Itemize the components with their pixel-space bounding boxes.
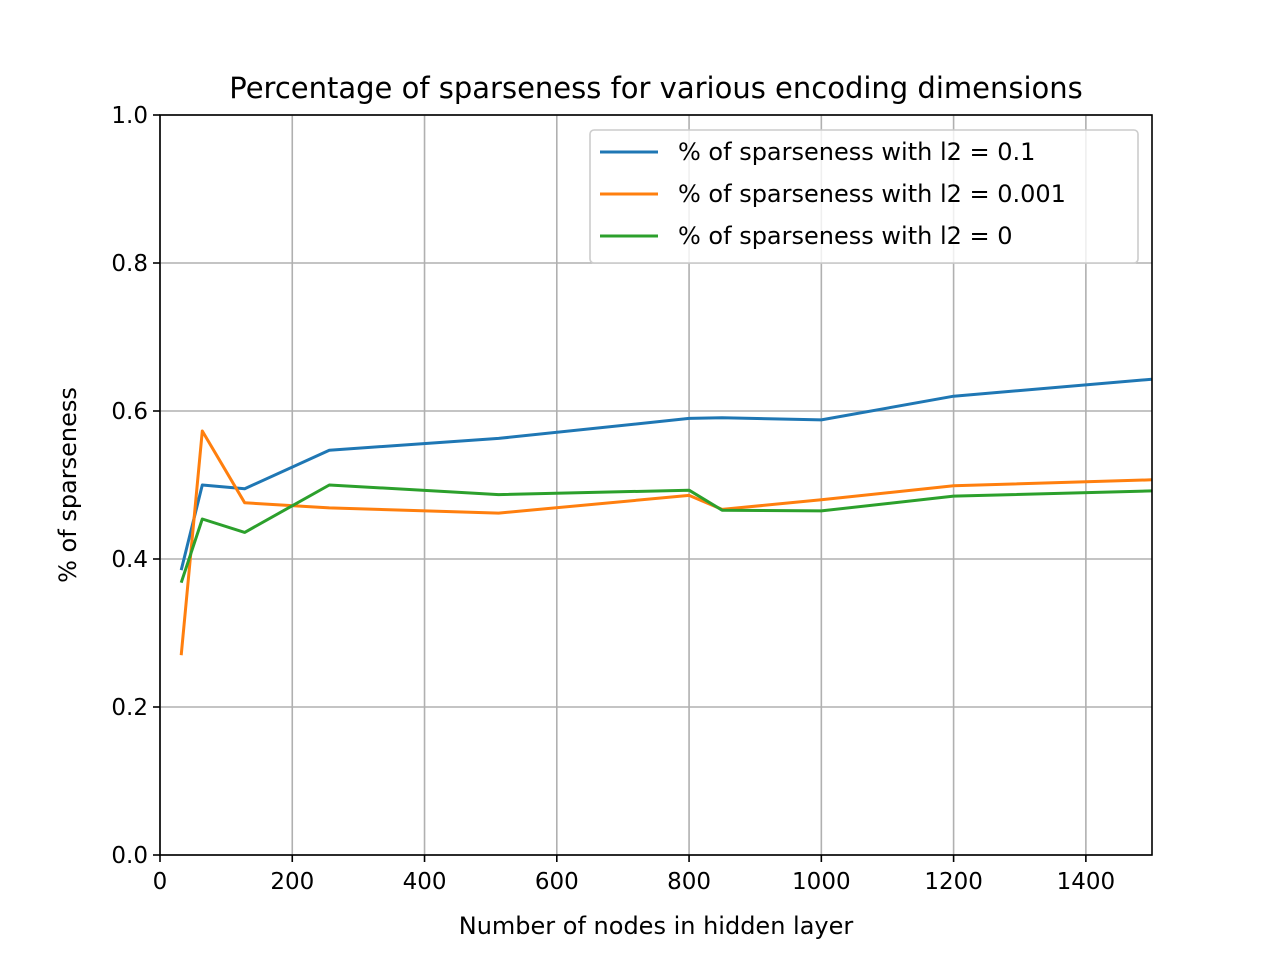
x-tick-label-5: 1000 [792,869,851,895]
y-tick-label-0: 0.0 [111,843,148,869]
axis-ticks: 0 200 400 600 800 1000 1200 1400 0.0 0.2 0.4 0.6 0.8… [111,103,1115,895]
x-tick-label-6: 1200 [924,869,983,895]
y-tick-label-2: 0.4 [111,547,148,573]
y-axis-label: % of sparseness [54,387,82,583]
legend-label-2: % of sparseness with l2 = 0 [678,222,1013,250]
legend: % of sparseness with l2 = 0.1 % of sparse… [589,129,1139,264]
x-tick-label-0: 0 [153,869,168,895]
legend-label-0: % of sparseness with l2 = 0.1 [678,138,1035,166]
series-line-2 [179,483,1152,584]
x-tick-label-7: 1400 [1057,869,1116,895]
y-tick-label-5: 1.0 [111,103,148,129]
x-tick-label-1: 200 [270,869,314,895]
series-line-0 [179,377,1152,571]
x-axis-label: Number of nodes in hidden layer [459,912,854,940]
y-tick-label-1: 0.2 [111,695,148,721]
y-tick-label-3: 0.6 [111,399,148,425]
x-tick-label-3: 600 [535,869,579,895]
legend-label-1: % of sparseness with l2 = 0.001 [678,180,1066,208]
series-line-1 [179,429,1152,656]
chart-title: Percentage of sparseness for various enc… [229,71,1083,105]
x-tick-label-4: 800 [667,869,711,895]
legend-box [589,129,1139,264]
plot-frame [159,114,1153,856]
series-lines [179,377,1152,656]
x-tick-label-2: 400 [403,869,447,895]
y-tick-label-4: 0.8 [111,251,148,277]
